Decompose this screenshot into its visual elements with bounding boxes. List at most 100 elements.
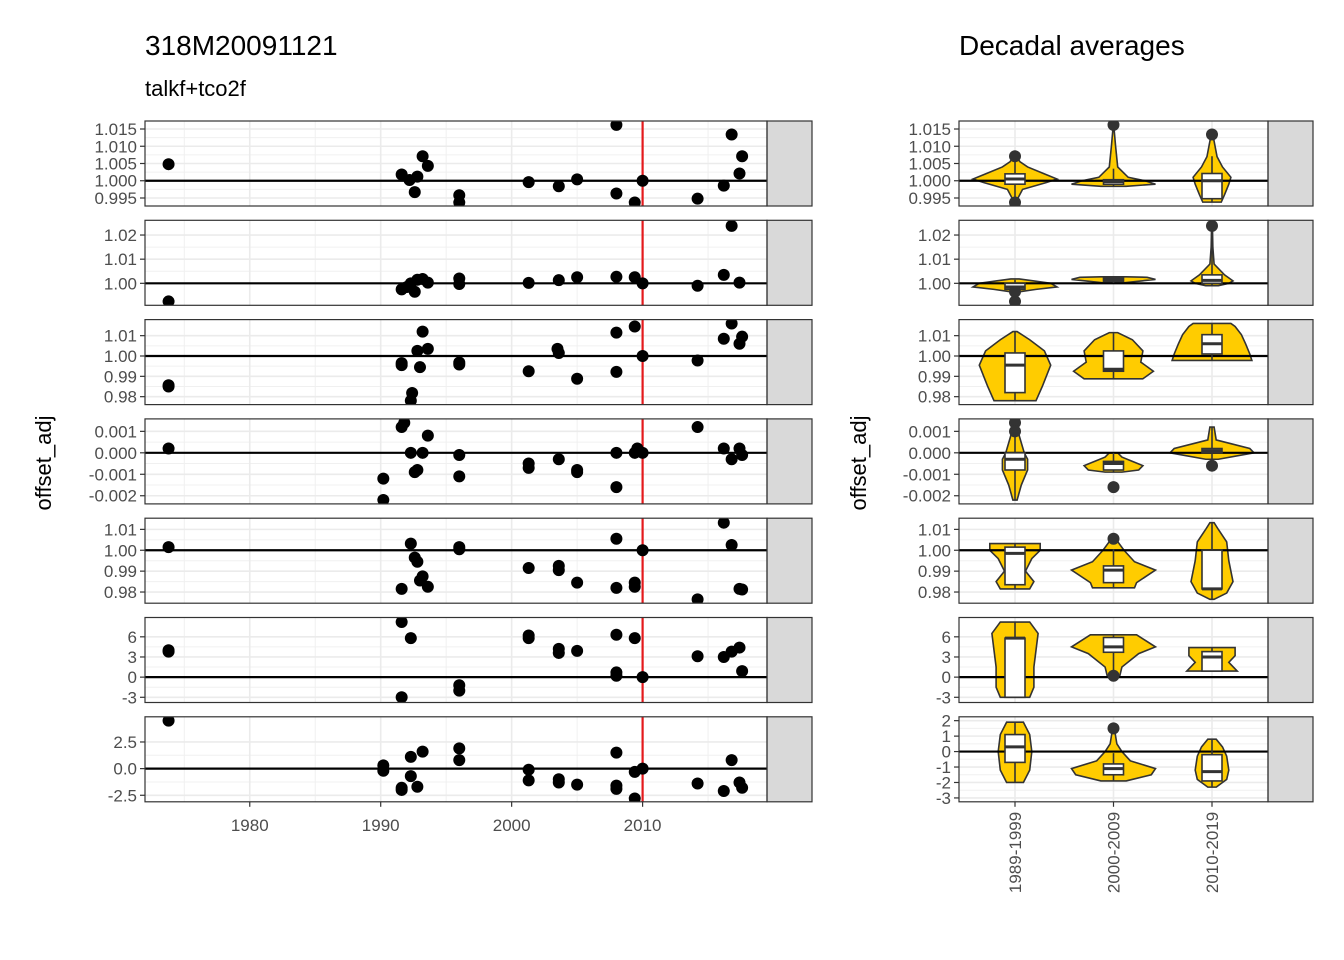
y-tick-label: 0.99 — [104, 562, 137, 581]
data-point — [453, 754, 466, 767]
right-facet-silicate: 0.980.991.001.01silicate — [918, 517, 1314, 604]
panel-border — [958, 120, 1269, 207]
x-tick-label: 2010 — [624, 816, 662, 835]
y-tick-label: 1.005 — [908, 155, 951, 174]
data-point — [453, 684, 466, 697]
data-point — [522, 457, 535, 470]
panel-content — [145, 418, 767, 504]
y-tick-label: 0.98 — [918, 388, 951, 407]
y-tick-label: 1.000 — [908, 172, 951, 191]
panel-border — [958, 517, 1269, 604]
y-tick-label: -1 — [936, 758, 951, 777]
y-tick-label: 1.00 — [918, 274, 951, 293]
data-point — [571, 644, 584, 657]
left-title: 318M20091121 — [145, 30, 338, 61]
data-point — [413, 361, 426, 374]
facet-strip — [1267, 219, 1314, 306]
data-point — [736, 583, 749, 596]
data-point — [691, 777, 704, 790]
data-point — [717, 179, 730, 192]
x-tick-label: 1990 — [362, 816, 400, 835]
panel-border — [144, 616, 768, 704]
box-outlier — [1206, 220, 1218, 232]
data-point — [421, 429, 434, 442]
y-tick-label: 1.01 — [918, 520, 951, 539]
facet-strip — [1267, 120, 1314, 207]
box-outlier — [1009, 295, 1021, 306]
right-facet-oxygen: 1.001.011.02oxygen — [918, 219, 1314, 306]
data-point — [522, 763, 535, 776]
data-point — [610, 121, 623, 131]
box — [1102, 565, 1125, 584]
x-tick-label: 1980 — [231, 816, 269, 835]
box — [1102, 636, 1125, 654]
y-tick-label: 0.99 — [918, 367, 951, 386]
data-point — [610, 628, 623, 641]
box-outlier — [1009, 285, 1021, 298]
data-point — [725, 453, 738, 466]
data-point — [733, 641, 746, 654]
y-tick-label: 0.000 — [908, 444, 951, 463]
box-outlier — [1107, 722, 1120, 735]
data-point — [421, 580, 434, 593]
y-tick-label: -0.002 — [89, 487, 137, 506]
panel-content — [145, 319, 767, 405]
panel-content — [959, 521, 1268, 601]
data-point — [610, 187, 623, 200]
data-point — [453, 358, 466, 371]
y-tick-label: -2.5 — [108, 786, 137, 805]
left-facet-oxygen: 1.001.011.02oxygen — [104, 219, 813, 306]
data-point — [398, 418, 411, 429]
data-point — [162, 645, 175, 658]
data-point — [416, 570, 429, 583]
data-point — [571, 173, 584, 186]
data-point — [610, 365, 623, 378]
data-point — [395, 617, 408, 629]
data-point — [571, 778, 584, 791]
data-point — [691, 421, 704, 434]
data-point — [162, 158, 175, 171]
y-tick-label: 1.01 — [918, 327, 951, 346]
y-tick-label: 1.00 — [918, 347, 951, 366]
y-tick-label: 1.00 — [104, 274, 137, 293]
data-point — [610, 446, 623, 459]
data-point — [522, 774, 535, 787]
y-tick-label: -3 — [122, 688, 137, 707]
data-point — [408, 285, 421, 298]
y-tick-label: -0.002 — [903, 487, 951, 506]
right-title: Decadal averages — [959, 30, 1185, 61]
data-point — [636, 671, 649, 684]
y-tick-label: 0.000 — [94, 444, 137, 463]
data-point — [522, 365, 535, 378]
data-point — [522, 632, 535, 645]
y-tick-label: 1.000 — [94, 172, 137, 191]
data-point — [552, 453, 565, 466]
right-facet-talk: -3036talk — [936, 616, 1314, 707]
data-point — [552, 274, 565, 287]
panel-content — [959, 220, 1268, 306]
data-point — [162, 295, 175, 306]
y-tick-label: 1.02 — [918, 226, 951, 245]
right-facet-tco2: -3-2-1012tco2 — [936, 712, 1314, 808]
box — [1201, 753, 1223, 782]
panel-content — [145, 121, 767, 206]
y-tick-label: 6 — [128, 628, 137, 647]
data-point — [610, 782, 623, 795]
data-point — [725, 539, 738, 552]
data-point — [571, 271, 584, 284]
data-point — [733, 276, 746, 289]
y-tick-label: 0 — [128, 668, 137, 687]
y-tick-label: 1 — [942, 727, 951, 746]
data-point — [404, 770, 417, 783]
y-tick-label: 2 — [942, 712, 951, 731]
x-tick-label: 1989-1999 — [1006, 812, 1025, 893]
data-point — [395, 783, 408, 796]
panel-border — [144, 517, 768, 604]
data-point — [421, 159, 434, 172]
box — [1004, 452, 1026, 471]
box-outlier — [1009, 425, 1021, 438]
data-point — [421, 276, 434, 289]
data-point — [411, 344, 424, 357]
data-point — [162, 442, 175, 455]
box — [1004, 352, 1026, 394]
